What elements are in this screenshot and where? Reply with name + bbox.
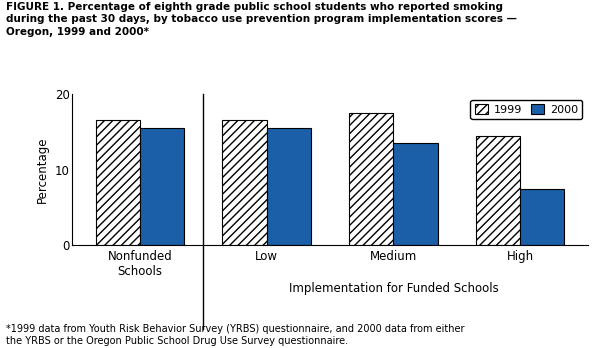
Bar — [476, 136, 520, 245]
Legend: 1999, 2000: 1999, 2000 — [470, 100, 582, 119]
Text: *1999 data from Youth Risk Behavior Survey (YRBS) questionnaire, and 2000 data f: *1999 data from Youth Risk Behavior Surv… — [6, 324, 464, 346]
Bar — [520, 189, 564, 245]
Bar — [394, 143, 438, 245]
Y-axis label: Percentage: Percentage — [36, 136, 49, 203]
Text: FIGURE 1. Percentage of eighth grade public school students who reported smoking: FIGURE 1. Percentage of eighth grade pub… — [6, 2, 517, 37]
Text: Implementation for Funded Schools: Implementation for Funded Schools — [289, 282, 498, 295]
Bar — [267, 128, 311, 245]
Bar — [223, 120, 267, 245]
Bar — [140, 128, 185, 245]
Bar — [96, 120, 140, 245]
Bar — [349, 113, 394, 245]
